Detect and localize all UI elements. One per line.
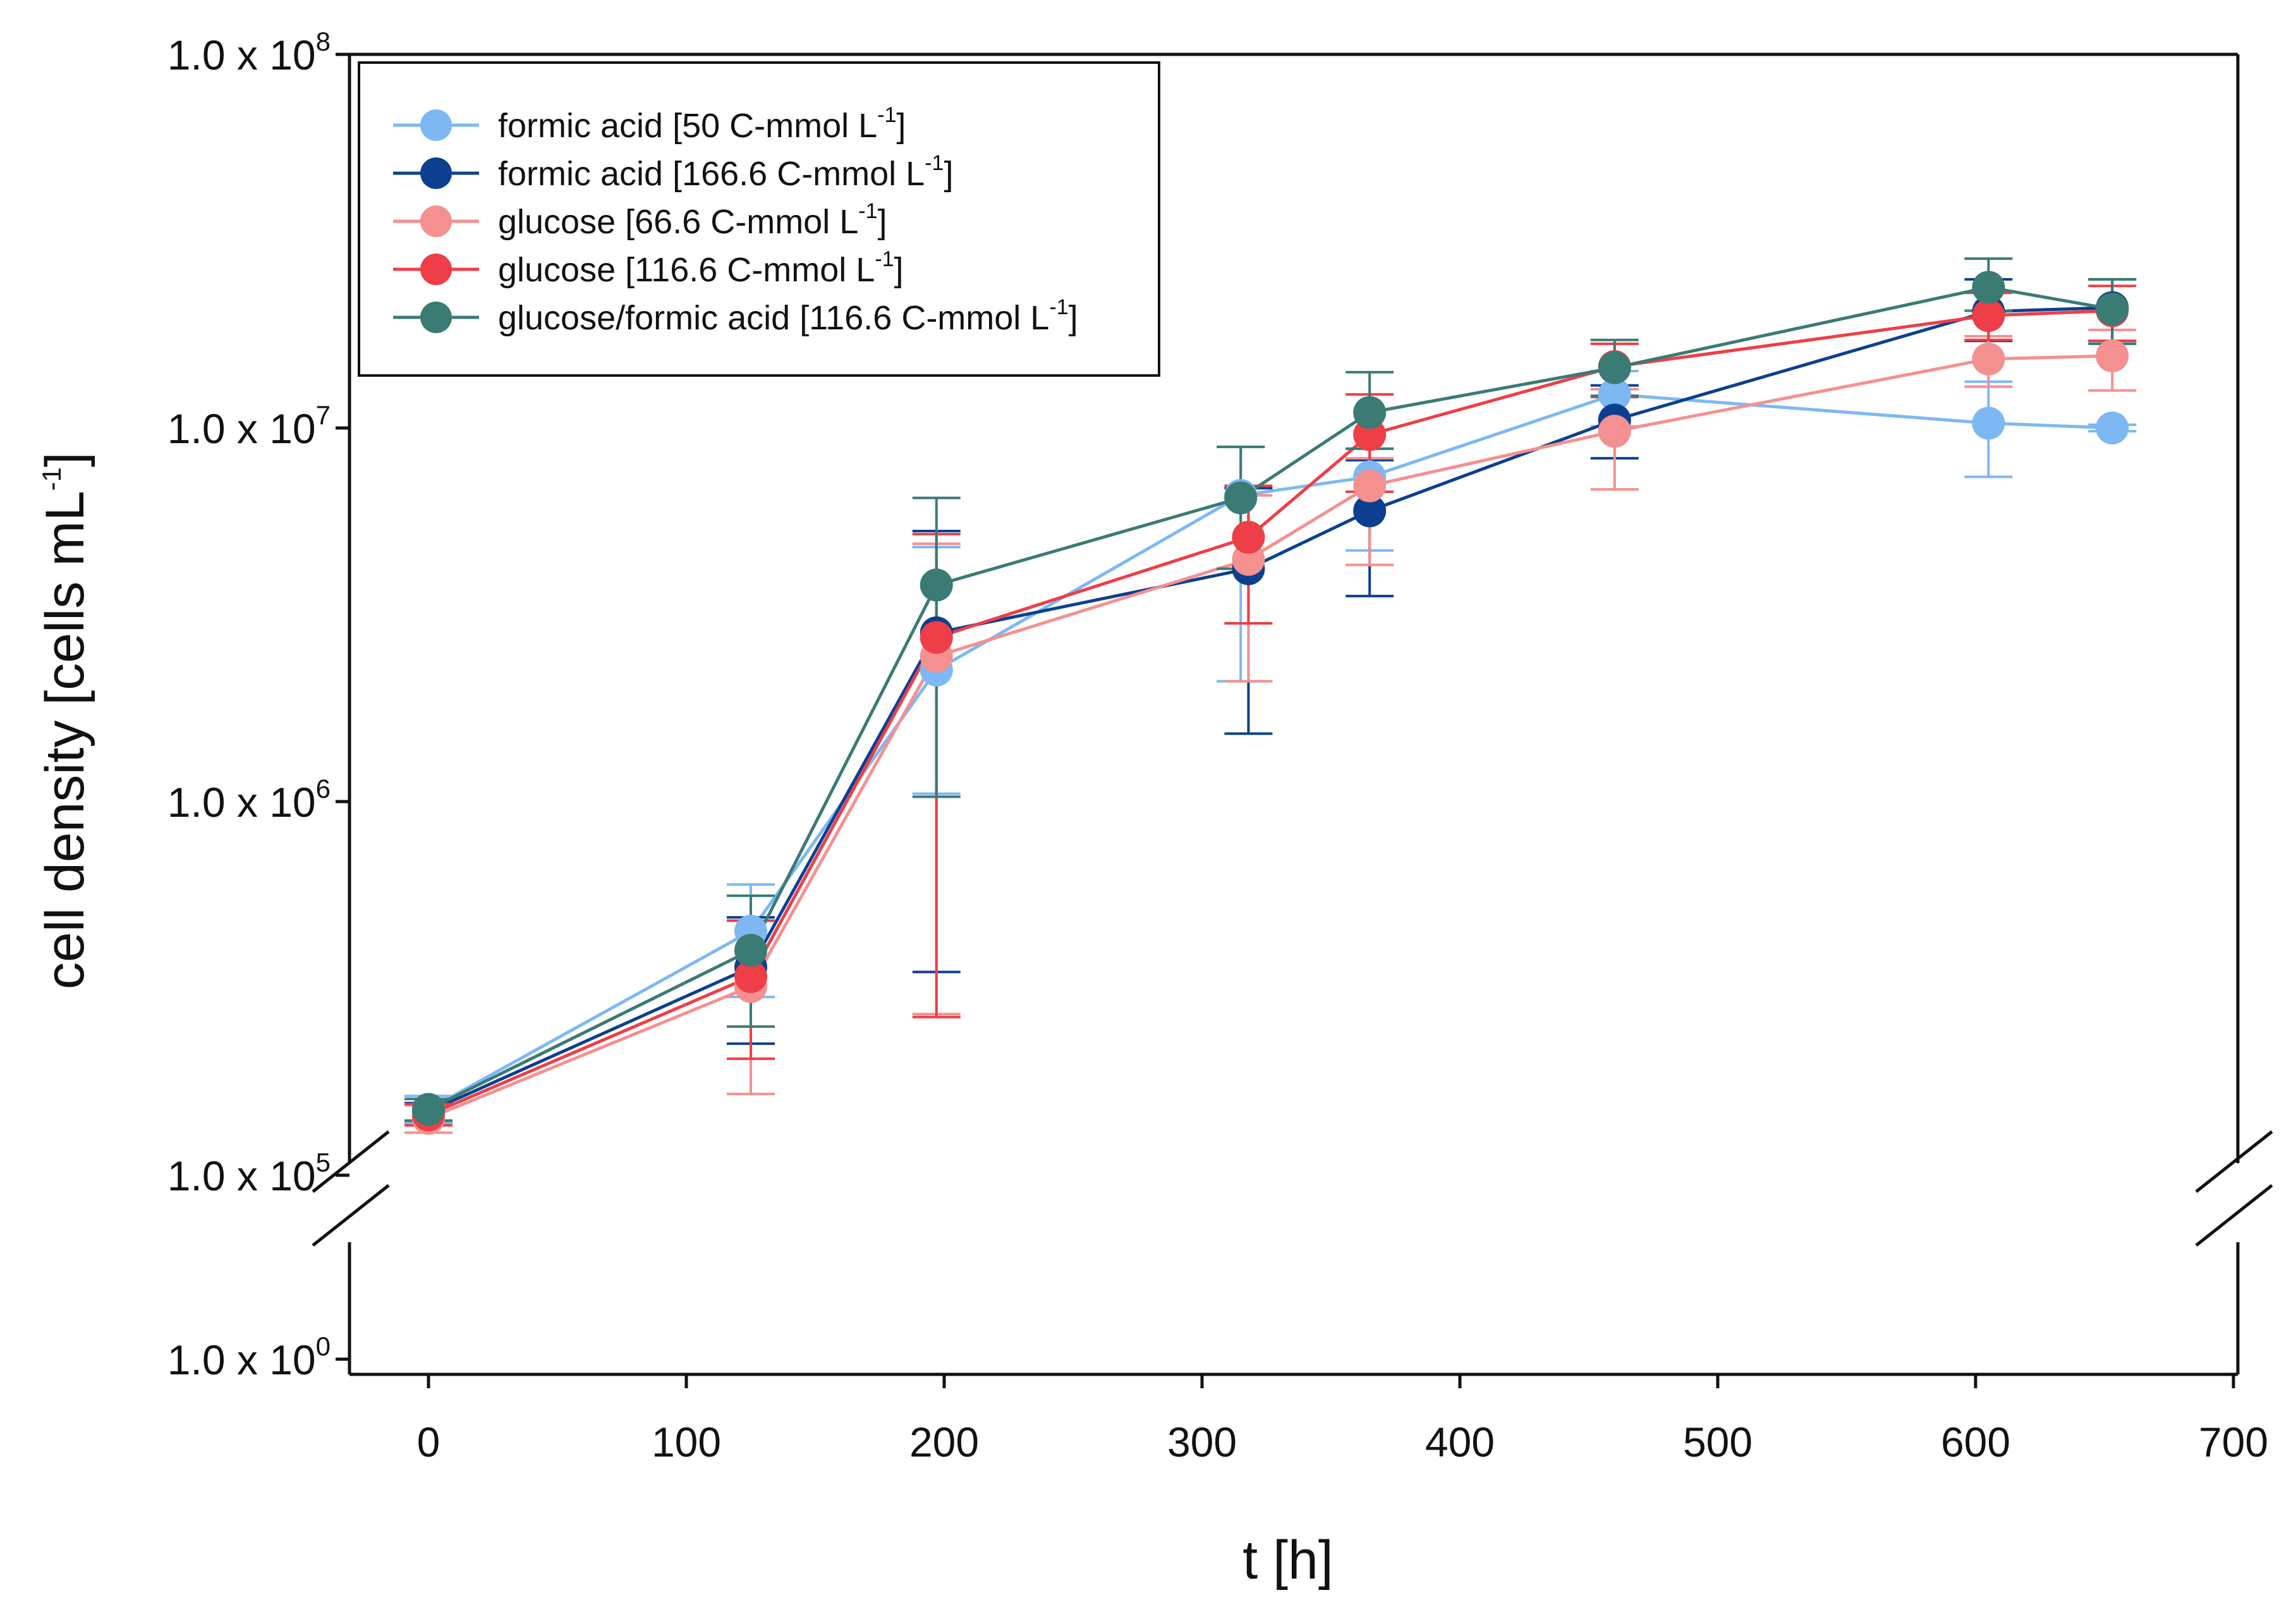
axis-break-left-1 <box>312 1130 390 1193</box>
legend-label: formic acid [166.6 C-mmol L-1] <box>498 151 953 193</box>
data-point <box>920 568 953 602</box>
data-point <box>2096 339 2129 372</box>
legend-marker <box>420 157 452 189</box>
y-axis-title: cell density [cells mL-1] <box>35 452 95 989</box>
series-layer <box>404 257 2137 1135</box>
data-point <box>1232 520 1265 554</box>
series-line <box>427 285 2113 1111</box>
legend-label: glucose [116.6 C-mmol L-1] <box>498 247 904 289</box>
axis-break-right-2 <box>2195 1184 2273 1247</box>
legend-marker <box>420 109 452 141</box>
data-point <box>1972 299 2005 333</box>
series-line <box>427 306 2113 1113</box>
axis-break-right-1 <box>2195 1130 2273 1193</box>
data-point <box>1598 377 1631 411</box>
legend-marker <box>420 205 452 237</box>
data-point <box>2096 293 2129 326</box>
x-tick-label: 300 <box>1167 1419 1237 1465</box>
data-point <box>412 1092 445 1126</box>
series-line <box>428 309 2113 1116</box>
axis-ticks: 0 100 200 300 400 500 600 700 1.0 x 108 1.0 x 107… <box>167 27 2268 1465</box>
y-tick-label: 1.0 x 100 <box>167 1331 331 1383</box>
legend-box <box>358 61 1160 377</box>
axis-labels: t [h] cell density [cells mL-1] <box>35 452 1333 1591</box>
data-point <box>1353 469 1387 503</box>
data-point <box>1353 494 1387 528</box>
x-tick-label: 400 <box>1425 1419 1495 1465</box>
data-point <box>1598 415 1631 448</box>
data-point <box>734 934 767 967</box>
legend-label: glucose [66.6 C-mmol L-1] <box>498 199 887 241</box>
data-point <box>2096 412 2129 444</box>
x-tick-label: 500 <box>1683 1419 1752 1465</box>
x-tick-label: 100 <box>652 1419 721 1465</box>
data-point <box>1972 342 2005 376</box>
x-tick-label: 600 <box>1941 1419 2010 1465</box>
data-point <box>734 960 767 993</box>
series-5-markers <box>412 271 2129 1126</box>
data-point <box>1972 406 2005 440</box>
legend-marker <box>420 254 452 285</box>
legend-marker <box>420 302 452 333</box>
x-tick-label: 0 <box>417 1419 440 1465</box>
x-tick-label: 700 <box>2199 1419 2268 1465</box>
plot-frame <box>312 52 2273 1376</box>
series-line <box>428 354 2113 1120</box>
data-point <box>1598 351 1631 384</box>
legend: formic acid [50 C-mmol L-1] formic acid [… <box>358 61 1160 377</box>
data-point <box>920 621 953 654</box>
y-tick-label: 1.0 x 105 <box>167 1147 331 1199</box>
y-tick-label: 1.0 x 108 <box>167 27 331 78</box>
legend-label: glucose/formic acid [116.6 C-mmol L-1] <box>498 295 1078 337</box>
data-point <box>1353 396 1387 429</box>
legend-label: formic acid [50 C-mmol L-1] <box>498 103 906 145</box>
x-tick-label: 200 <box>909 1419 979 1465</box>
y-tick-label: 1.0 x 106 <box>167 774 331 826</box>
x-axis-title: t [h] <box>1242 1530 1333 1591</box>
data-point <box>1224 481 1258 515</box>
y-tick-label: 1.0 x 107 <box>167 400 331 452</box>
axis-break-left-2 <box>312 1184 390 1247</box>
data-point <box>1972 271 2005 304</box>
